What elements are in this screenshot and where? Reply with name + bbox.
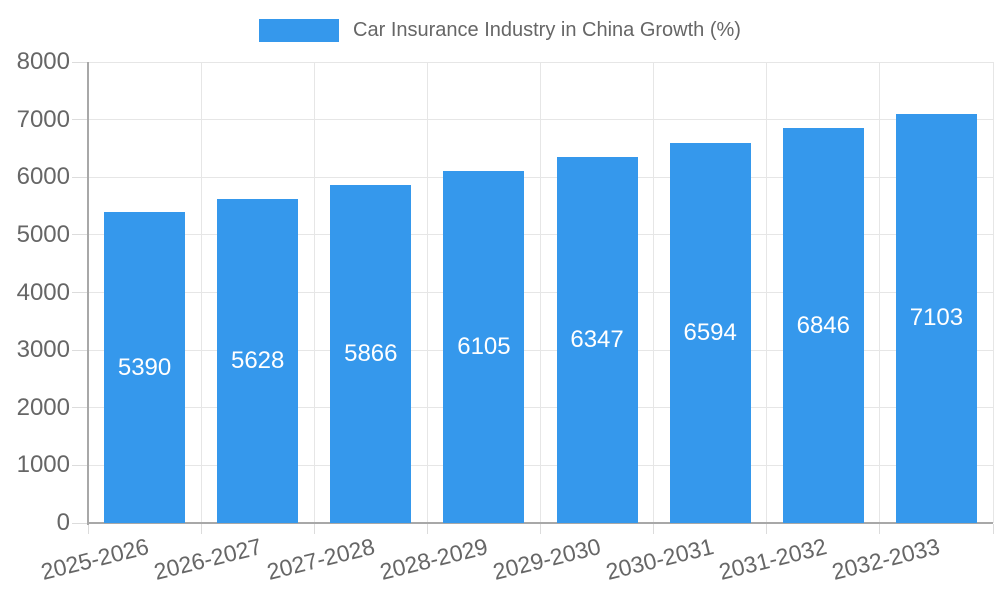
y-tick-mark (72, 407, 88, 409)
x-tick-mark (200, 524, 202, 534)
y-axis-label: 4000 (16, 278, 70, 306)
x-tick-mark (426, 524, 428, 534)
x-tick-mark (992, 524, 994, 534)
bar-value-label: 5390 (117, 353, 172, 381)
y-tick-mark (72, 61, 88, 63)
bar[interactable] (443, 171, 525, 523)
v-gridline (653, 62, 655, 523)
legend-swatch[interactable] (259, 19, 340, 42)
bar[interactable] (669, 143, 751, 523)
x-tick-mark (766, 524, 768, 534)
x-tick-mark (540, 524, 541, 534)
x-tick-mark (879, 524, 881, 534)
bar[interactable] (217, 198, 299, 523)
bar-value-label: 6594 (683, 319, 737, 346)
y-axis-line (87, 62, 89, 525)
y-tick-mark (72, 349, 88, 351)
v-gridline (426, 62, 428, 523)
y-tick-mark (72, 234, 88, 236)
bar-value-label: 6105 (457, 333, 511, 361)
bar-value-label: 6846 (796, 311, 850, 339)
x-tick-mark (87, 524, 89, 534)
y-axis-label: 3000 (16, 336, 70, 364)
bar[interactable] (330, 184, 412, 523)
y-tick-mark (72, 176, 88, 178)
y-tick-mark (72, 119, 88, 121)
y-axis-label: 0 (56, 509, 70, 536)
x-axis-line (88, 522, 993, 524)
v-gridline (200, 62, 202, 523)
bar-value-label: 5866 (344, 339, 398, 367)
chart-title: Car Insurance Industry in China Growth (… (353, 19, 741, 41)
y-axis-label: 7000 (16, 105, 70, 133)
chart-legend[interactable]: Car Insurance Industry in China Growth (… (0, 19, 1000, 42)
y-axis-label: 8000 (16, 48, 70, 75)
v-gridline (313, 62, 315, 523)
bar-value-label: 6347 (570, 326, 624, 354)
y-axis-label: 2000 (16, 393, 70, 421)
y-tick-mark (72, 522, 88, 524)
x-tick-mark (653, 524, 655, 534)
y-axis-label: 1000 (16, 451, 70, 479)
y-axis-label: 6000 (16, 163, 70, 191)
bar-value-label: 5628 (230, 346, 285, 374)
bar[interactable] (104, 212, 186, 523)
v-gridline (766, 62, 768, 523)
v-gridline (992, 62, 994, 523)
bar[interactable] (895, 113, 977, 523)
y-axis-label: 5000 (16, 220, 70, 248)
x-tick-mark (313, 524, 315, 534)
y-tick-mark (72, 464, 88, 466)
bar[interactable] (556, 157, 638, 523)
bar-value-label: 7103 (909, 304, 964, 332)
bar[interactable] (782, 128, 864, 523)
y-tick-mark (72, 292, 88, 293)
v-gridline (879, 62, 881, 523)
v-gridline (540, 62, 541, 523)
